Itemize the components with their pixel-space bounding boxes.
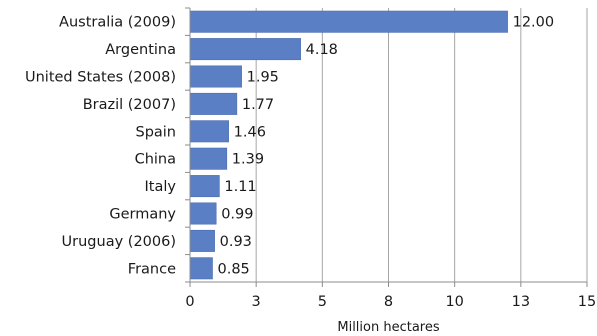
data-label: 0.93 [220,234,252,250]
x-tick-label: 5 [318,294,327,310]
x-tick-label: 15 [578,294,596,310]
category-label: United States (2008) [25,70,176,86]
bar [189,175,220,198]
x-tick-label: 13 [512,294,530,310]
data-label: 1.39 [232,152,264,168]
category-label: France [128,261,176,277]
bar [189,65,242,88]
category-label: Italy [145,179,177,195]
data-label: 1.95 [247,70,279,86]
gridlines [255,8,588,282]
data-label: 1.77 [242,97,274,113]
bar [189,38,301,61]
data-label: 1.46 [234,124,266,140]
data-label: 4.18 [306,42,338,58]
axes [185,7,588,287]
data-label: 1.11 [224,179,256,195]
bar [189,257,213,280]
category-label: Germany [109,207,176,223]
category-label: Spain [135,124,176,140]
bar [189,10,508,33]
x-tick-label: 10 [445,294,463,310]
category-label: Brazil (2007) [83,97,176,113]
bar [189,229,215,252]
bar [189,120,229,143]
x-axis-title: Million hectares [337,320,439,335]
x-tick-label: 0 [185,294,194,310]
labels: 0 3 5 8 10 13 15 Australia (2009) 12.00 Argentina… [25,15,596,310]
category-label: China [135,152,176,168]
bar [189,147,228,170]
category-label: Australia (2009) [59,15,176,31]
data-label: 0.85 [217,261,249,277]
bar [189,202,217,225]
category-label: Argentina [105,42,176,58]
bar [189,92,238,115]
x-tick-label: 8 [384,294,393,310]
data-label: 12.00 [513,15,555,31]
data-label: 0.99 [221,207,253,223]
x-tick-label: 3 [252,294,261,310]
category-label: Uruguay (2006) [62,234,176,250]
